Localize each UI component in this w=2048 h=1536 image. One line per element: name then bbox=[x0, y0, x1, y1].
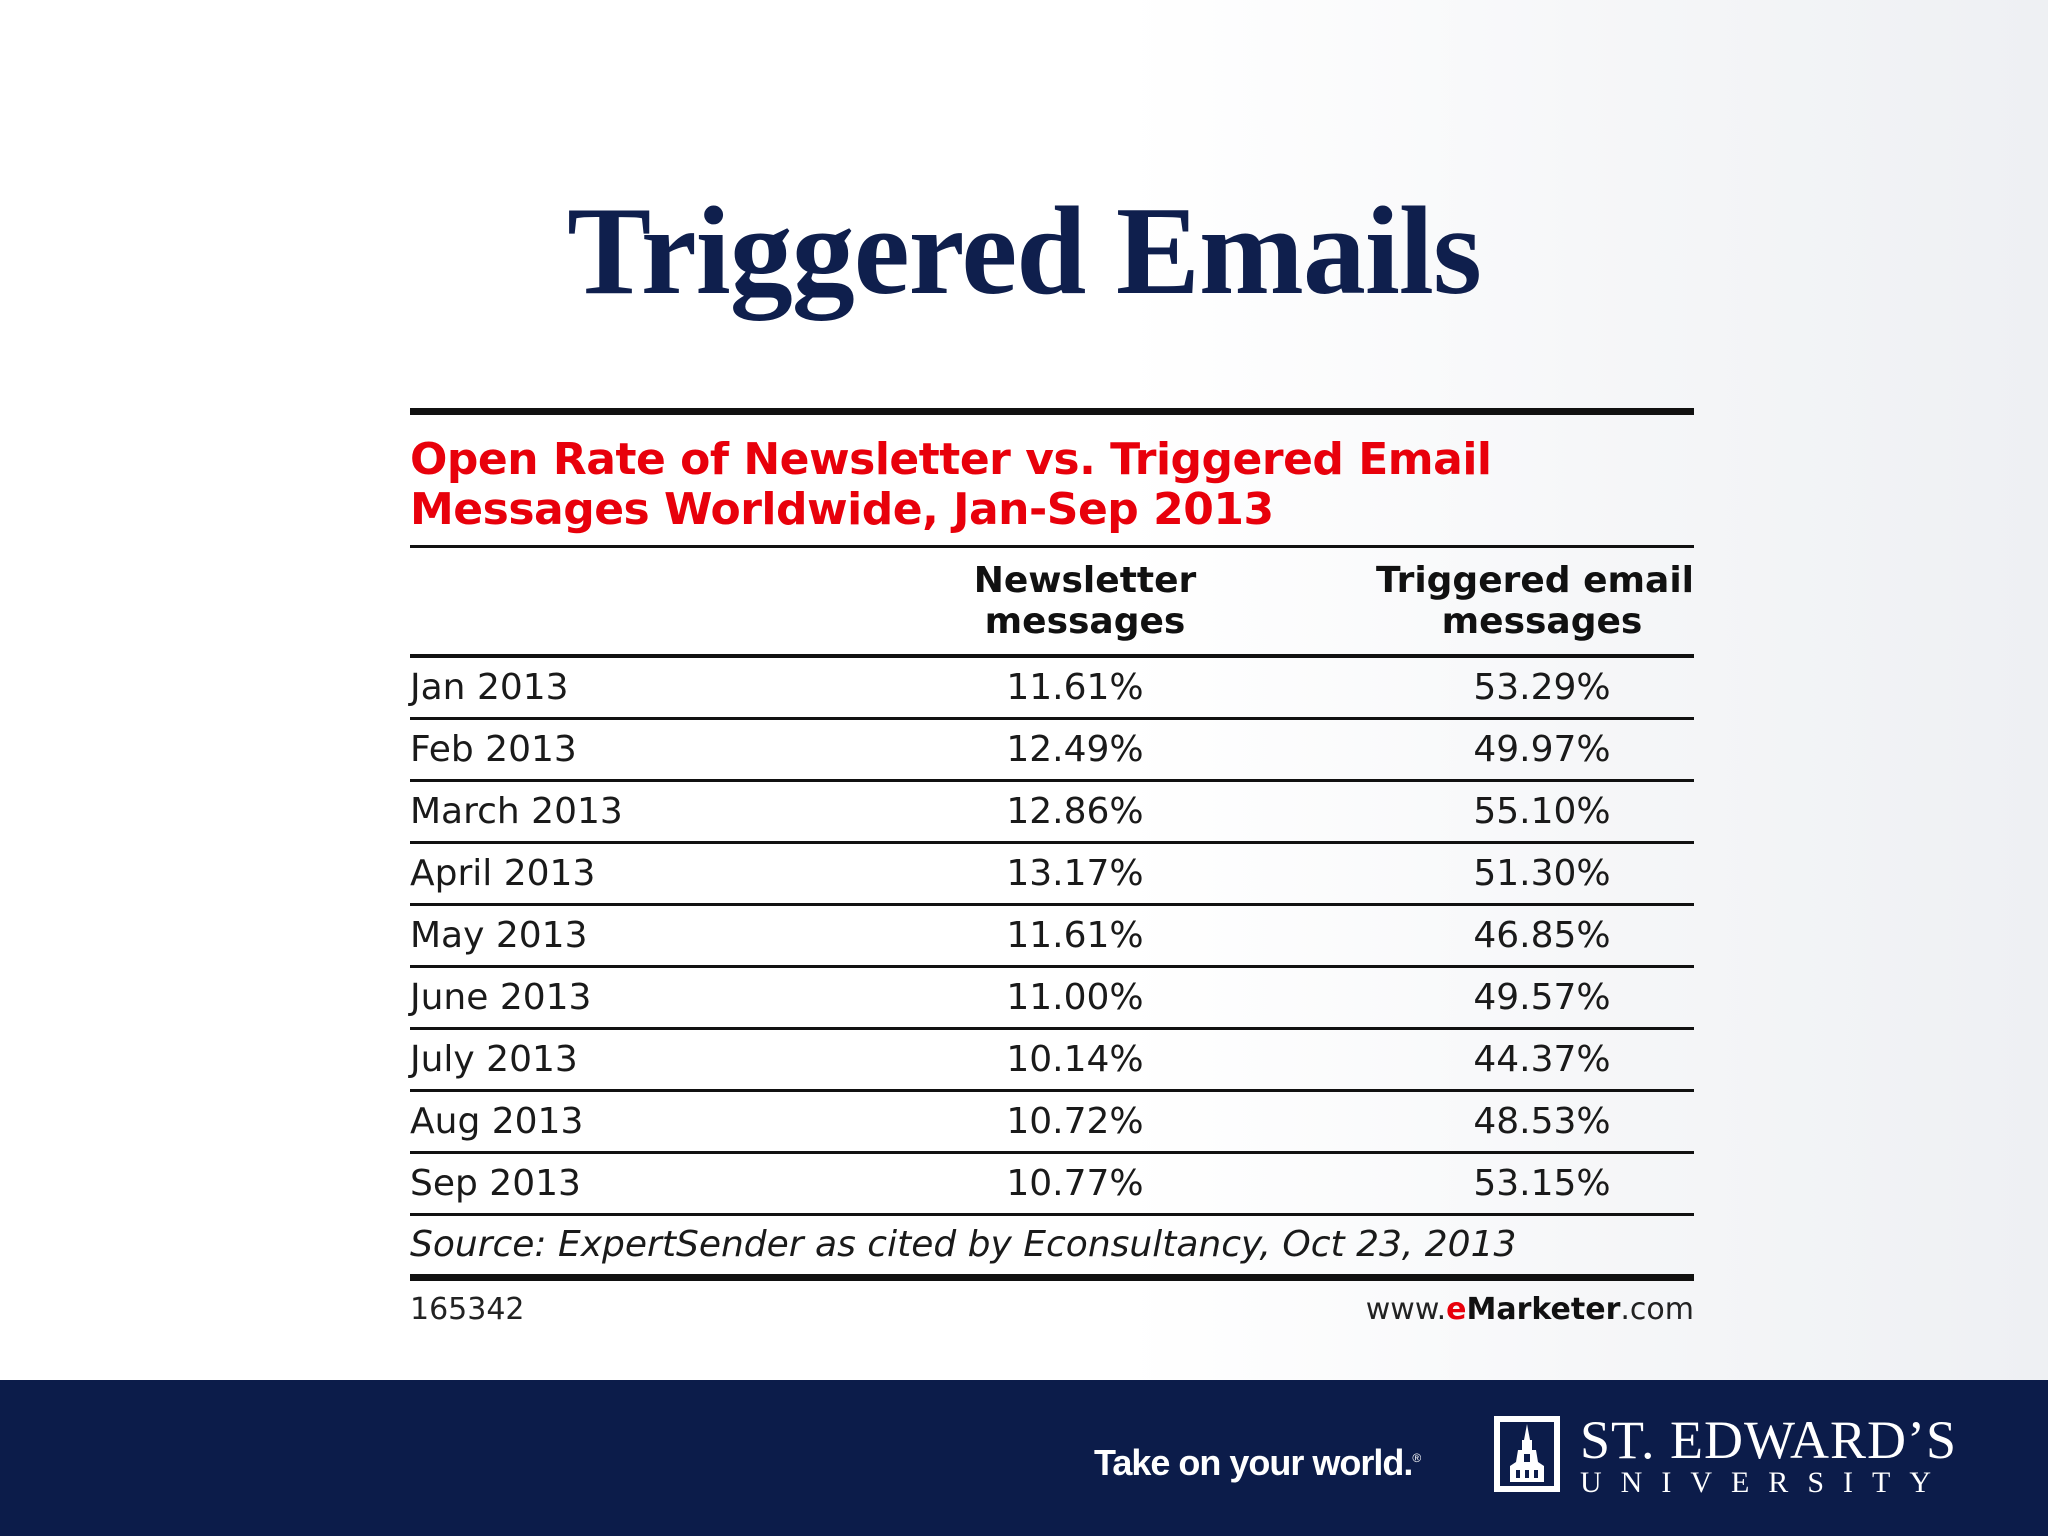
top-rule bbox=[410, 408, 1694, 415]
row-divider bbox=[410, 717, 1694, 720]
header-triggered-line-1: Triggered email bbox=[1375, 560, 1694, 601]
newsletter-value: 10.72% bbox=[1006, 1101, 1144, 1142]
triggered-value: 51.30% bbox=[1473, 853, 1611, 894]
newsletter-value: 12.49% bbox=[1006, 729, 1144, 770]
row-divider bbox=[410, 903, 1694, 906]
table-body: Jan 2013 11.61% 53.29% Feb 2013 12.49% 49.97%… bbox=[410, 658, 1694, 1216]
row-label: Sep 2013 bbox=[410, 1163, 581, 1204]
header-newsletter-line-2: messages bbox=[984, 601, 1186, 642]
header-newsletter: Newsletter messages bbox=[840, 560, 1330, 642]
triggered-value: 53.29% bbox=[1473, 667, 1611, 708]
university-subtitle: UNIVERSITY bbox=[1580, 1466, 1950, 1499]
registered-mark: ® bbox=[1412, 1451, 1421, 1465]
triggered-value: 49.97% bbox=[1473, 729, 1611, 770]
figure-title-line-1: Open Rate of Newsletter vs. Triggered Em… bbox=[410, 434, 1492, 485]
table-row: Feb 2013 12.49% 49.97% bbox=[410, 720, 1694, 779]
tagline: Take on your world.® bbox=[1094, 1442, 1421, 1484]
bottom-rule bbox=[410, 1274, 1694, 1281]
emarketer-e: e bbox=[1446, 1291, 1467, 1327]
slide-title: Triggered Emails bbox=[567, 182, 1482, 321]
row-divider bbox=[410, 1027, 1694, 1030]
tagline-text: Take on your world. bbox=[1094, 1442, 1413, 1483]
header-triggered-line-2: messages bbox=[1441, 601, 1643, 642]
triggered-value: 53.15% bbox=[1473, 1163, 1611, 1204]
header-top-rule bbox=[410, 545, 1694, 548]
triggered-value: 48.53% bbox=[1473, 1101, 1611, 1142]
header-newsletter-line-1: Newsletter bbox=[973, 560, 1197, 601]
footer-band bbox=[0, 1380, 2048, 1536]
row-label: Feb 2013 bbox=[410, 729, 577, 770]
triggered-value: 49.57% bbox=[1473, 977, 1611, 1018]
row-divider bbox=[410, 841, 1694, 844]
table-header-row: Newsletter messages Triggered email mess… bbox=[410, 548, 1694, 654]
triggered-value: 46.85% bbox=[1473, 915, 1611, 956]
row-label: March 2013 bbox=[410, 791, 623, 832]
newsletter-value: 11.61% bbox=[1006, 667, 1144, 708]
row-label: Aug 2013 bbox=[410, 1101, 584, 1142]
row-divider bbox=[410, 965, 1694, 968]
row-label: July 2013 bbox=[410, 1039, 578, 1080]
row-divider bbox=[410, 1151, 1694, 1154]
row-label: June 2013 bbox=[410, 977, 592, 1018]
table-row: June 2013 11.00% 49.57% bbox=[410, 968, 1694, 1027]
emarketer-prefix: www. bbox=[1365, 1291, 1447, 1327]
emarketer-logo: www.eMarketer.com bbox=[1366, 1292, 1694, 1327]
emarketer-marketer: Marketer bbox=[1466, 1291, 1621, 1327]
row-label: April 2013 bbox=[410, 853, 596, 894]
university-name: ST. EDWARD’S bbox=[1580, 1410, 1958, 1470]
table-row: Jan 2013 11.61% 53.29% bbox=[410, 658, 1694, 717]
table-row: May 2013 11.61% 46.85% bbox=[410, 906, 1694, 965]
newsletter-value: 10.14% bbox=[1006, 1039, 1144, 1080]
triggered-value: 44.37% bbox=[1473, 1039, 1611, 1080]
emarketer-suffix: .com bbox=[1620, 1291, 1694, 1327]
newsletter-value: 11.61% bbox=[1006, 915, 1144, 956]
source-note: Source: ExpertSender as cited by Econsul… bbox=[410, 1224, 1517, 1265]
header-bottom-rule bbox=[410, 654, 1694, 658]
newsletter-value: 11.00% bbox=[1006, 977, 1144, 1018]
open-rate-table-figure: Open Rate of Newsletter vs. Triggered Em… bbox=[410, 408, 1694, 1337]
tower-icon bbox=[1494, 1416, 1560, 1492]
figure-footer: 165342 www.eMarketer.com bbox=[410, 1281, 1694, 1337]
newsletter-value: 12.86% bbox=[1006, 791, 1144, 832]
triggered-value: 55.10% bbox=[1473, 791, 1611, 832]
row-divider bbox=[410, 779, 1694, 782]
newsletter-value: 13.17% bbox=[1006, 853, 1144, 894]
header-triggered: Triggered email messages bbox=[1330, 560, 1694, 642]
newsletter-value: 10.77% bbox=[1006, 1163, 1144, 1204]
row-label: Jan 2013 bbox=[410, 667, 569, 708]
row-label: May 2013 bbox=[410, 915, 588, 956]
figure-title-line-2: Messages Worldwide, Jan-Sep 2013 bbox=[410, 484, 1274, 535]
chart-id: 165342 bbox=[410, 1291, 525, 1327]
row-divider bbox=[410, 1089, 1694, 1092]
table-row: Sep 2013 10.77% 53.15% bbox=[410, 1154, 1694, 1213]
table-row: April 2013 13.17% 51.30% bbox=[410, 844, 1694, 903]
table-row: July 2013 10.14% 44.37% bbox=[410, 1030, 1694, 1089]
figure-title: Open Rate of Newsletter vs. Triggered Em… bbox=[410, 415, 1694, 545]
table-row: Aug 2013 10.72% 48.53% bbox=[410, 1092, 1694, 1151]
table-row: March 2013 12.86% 55.10% bbox=[410, 782, 1694, 841]
row-divider bbox=[410, 1213, 1694, 1216]
